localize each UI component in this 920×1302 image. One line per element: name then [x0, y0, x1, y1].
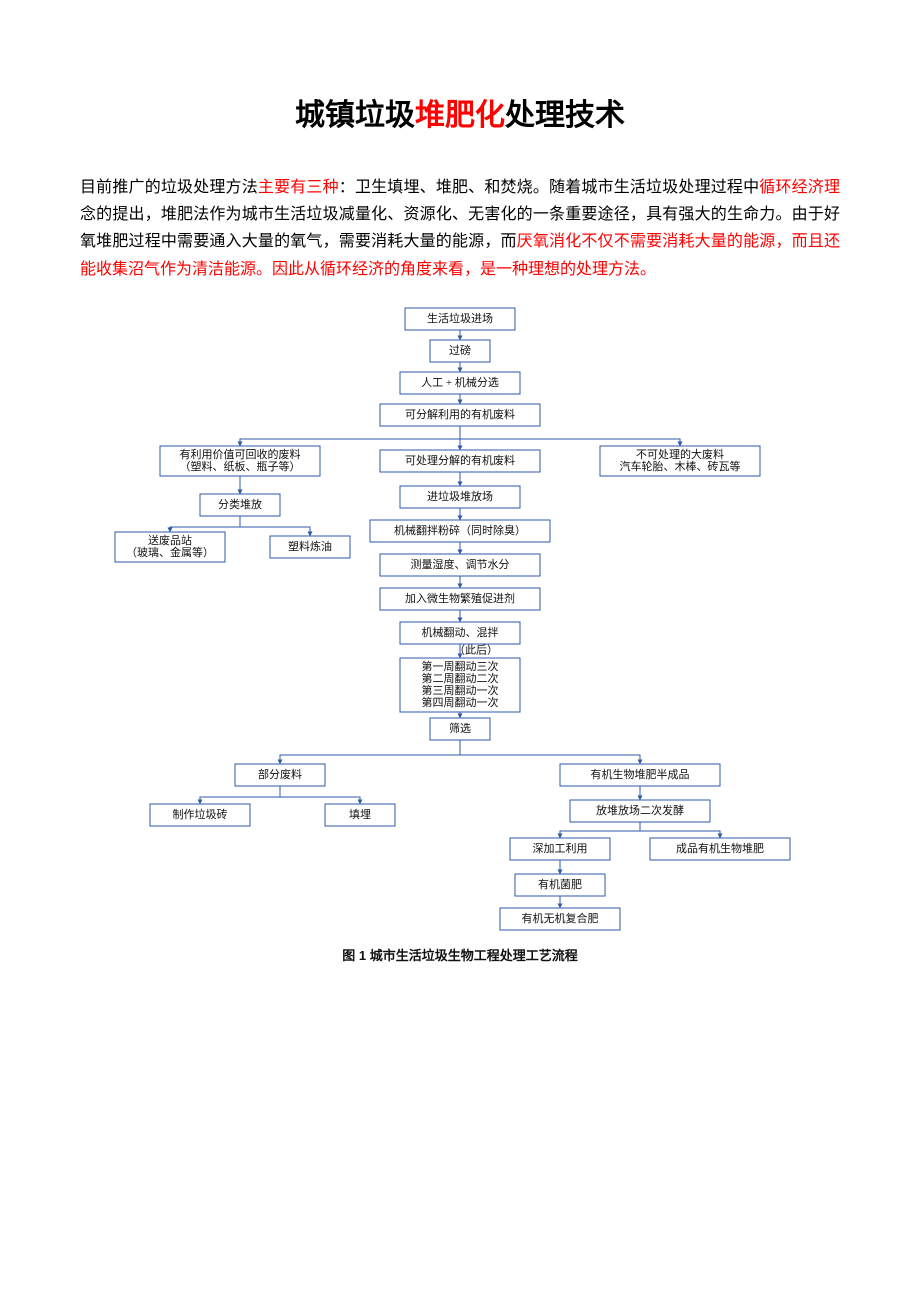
- node-n_landf: 填埋: [325, 804, 395, 826]
- node-label: 可分解利用的有机废料: [405, 406, 515, 420]
- intro-paragraph: 目前推广的垃圾处理方法主要有三种：卫生填埋、堆肥、和焚烧。随着城市生活垃圾处理过…: [80, 174, 840, 283]
- node-n_moist: 测量湿度、调节水分: [380, 554, 540, 576]
- node-label: 部分废料: [258, 766, 302, 780]
- node-n_proc: 可处理分解的有机废料: [380, 450, 540, 472]
- node-label: 第一周翻动三次第二周翻动二次第三周翻动一次第四周翻动一次: [422, 658, 499, 708]
- node-label: 填埋: [349, 806, 371, 820]
- node-n_in: 生活垃圾进场: [405, 308, 515, 330]
- node-n_deep: 深加工利用: [510, 838, 610, 860]
- node-label: 有机无机复合肥: [522, 910, 599, 924]
- edge-n_class-n_oil: [240, 516, 310, 536]
- node-n_final: 成品有机生物堆肥: [650, 838, 790, 860]
- node-n_big: 不可处理的大废料汽车轮胎、木棒、砖瓦等: [600, 446, 760, 476]
- node-n_partw: 部分废料: [235, 764, 325, 786]
- node-label: 可处理分解的有机废料: [405, 452, 515, 466]
- page-title: 城镇垃圾堆肥化处理技术: [80, 90, 840, 134]
- node-label: 过磅: [449, 342, 471, 356]
- intro-seg-2: ：卫生填埋、堆肥、和焚烧。随着城市生活垃圾处理过程中: [339, 179, 760, 196]
- edge-n_decomp-n_recyc: [240, 426, 460, 446]
- node-n_crush: 机械翻拌粉碎（同时除臭）: [370, 520, 550, 542]
- node-n_brick: 制作垃圾砖: [150, 804, 250, 826]
- figure-caption: 图 1 城市生活垃圾生物工程处理工艺流程: [80, 945, 840, 964]
- node-label: 深加工利用: [533, 841, 588, 854]
- node-n_weigh: 过磅: [430, 340, 490, 362]
- node-n_recyc: 有利用价值可回收的废料（塑料、纸板、瓶子等）: [160, 446, 320, 476]
- edge-label-14: （此后）: [454, 643, 498, 656]
- node-n_second: 放堆放场二次发酵: [570, 800, 710, 822]
- node-n_micro: 加入微生物繁殖促进剂: [380, 588, 540, 610]
- node-n_fung: 有机菌肥: [515, 874, 605, 896]
- node-label: 放堆放场二次发酵: [596, 802, 684, 816]
- node-label: 不可处理的大废料汽车轮胎、木棒、砖瓦等: [620, 446, 741, 472]
- document-page: 城镇垃圾堆肥化处理技术 目前推广的垃圾处理方法主要有三种：卫生填埋、堆肥、和焚烧…: [0, 0, 920, 1024]
- node-label: 生活垃圾进场: [427, 310, 493, 324]
- title-post: 处理技术: [505, 99, 625, 132]
- title-pre: 城镇垃圾: [295, 99, 415, 132]
- edge-n_class-n_scrap: [170, 516, 240, 532]
- node-label: 测量湿度、调节水分: [411, 556, 510, 570]
- node-n_scrap: 送废品站（玻璃、金属等）: [115, 532, 225, 562]
- node-label: 塑料炼油: [288, 538, 332, 552]
- flowchart-container: （此后）生活垃圾进场过磅人工 + 机械分选可分解利用的有机废料有利用价值可回收的…: [80, 299, 840, 964]
- node-label: 有机生物堆肥半成品: [591, 766, 690, 780]
- node-n_comp: 有机无机复合肥: [500, 908, 620, 930]
- node-label: 制作垃圾砖: [173, 806, 228, 820]
- node-label: 有利用价值可回收的废料（塑料、纸板、瓶子等）: [180, 446, 301, 472]
- edge-n_partw-n_brick: [200, 786, 280, 804]
- title-highlight: 堆肥化: [415, 99, 505, 132]
- node-label: 机械翻拌粉碎（同时除臭）: [394, 522, 526, 536]
- node-label: 加入微生物繁殖促进剂: [405, 590, 515, 604]
- intro-seg-5: 厌氧消化: [517, 233, 582, 250]
- edge-n_sieve-n_partw: [280, 740, 460, 764]
- node-n_yard: 进垃圾堆放场: [400, 486, 520, 508]
- node-label: 机械翻动、混拌: [422, 624, 499, 638]
- node-label: 人工 + 机械分选: [421, 374, 499, 388]
- node-n_decomp: 可分解利用的有机废料: [380, 404, 540, 426]
- node-label: 分类堆放: [218, 496, 262, 510]
- edge-n_partw-n_landf: [280, 786, 360, 804]
- intro-seg-3: 循环经济理: [759, 179, 840, 196]
- edge-n_sieve-n_semi: [460, 740, 640, 764]
- node-label: 进垃圾堆放场: [427, 488, 493, 502]
- intro-seg-0: 目前推广的垃圾处理方法: [80, 179, 258, 196]
- node-n_sort: 人工 + 机械分选: [400, 372, 520, 394]
- edge-n_second-n_final: [640, 822, 720, 838]
- edge-n_decomp-n_big: [460, 426, 680, 446]
- node-n_oil: 塑料炼油: [270, 536, 350, 558]
- node-n_class: 分类堆放: [200, 494, 280, 516]
- node-n_mix: 机械翻动、混拌: [400, 622, 520, 644]
- node-n_sched: 第一周翻动三次第二周翻动二次第三周翻动一次第四周翻动一次: [400, 658, 520, 712]
- edge-n_second-n_deep: [560, 822, 640, 838]
- node-n_semi: 有机生物堆肥半成品: [560, 764, 720, 786]
- node-label: 筛选: [449, 720, 471, 734]
- node-label: 有机菌肥: [538, 876, 582, 890]
- nodes-group: 生活垃圾进场过磅人工 + 机械分选可分解利用的有机废料有利用价值可回收的废料（塑…: [115, 308, 790, 930]
- node-label: 成品有机生物堆肥: [676, 840, 764, 854]
- node-n_sieve: 筛选: [430, 718, 490, 740]
- intro-seg-1: 主要有三种: [258, 179, 339, 196]
- flowchart-svg: （此后）生活垃圾进场过磅人工 + 机械分选可分解利用的有机废料有利用价值可回收的…: [80, 299, 840, 939]
